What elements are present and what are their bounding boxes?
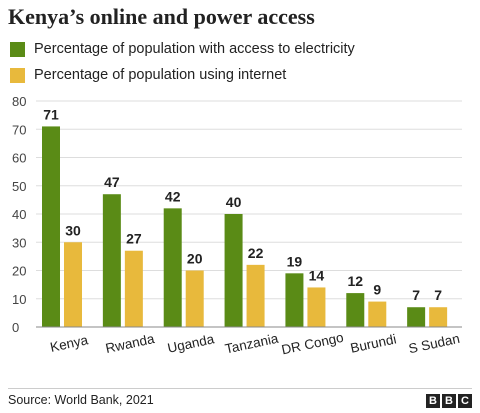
data-label: 47 bbox=[104, 174, 120, 190]
chart-title: Kenya’s online and power access bbox=[8, 4, 315, 29]
data-label: 14 bbox=[309, 267, 325, 283]
data-label: 27 bbox=[126, 231, 142, 247]
data-label: 40 bbox=[226, 194, 242, 210]
bar-electricity bbox=[102, 194, 121, 327]
x-tick-label: Rwanda bbox=[104, 331, 156, 356]
legend-item-internet: Percentage of population using internet bbox=[10, 66, 286, 84]
bar-electricity bbox=[163, 208, 182, 327]
bar-electricity bbox=[346, 293, 365, 327]
bbc-logo-letter: B bbox=[442, 394, 456, 408]
y-tick-label: 10 bbox=[12, 292, 26, 307]
bar-internet bbox=[64, 242, 82, 327]
bbc-logo-letter: C bbox=[458, 394, 472, 408]
bar-internet bbox=[246, 264, 265, 327]
x-tick-label: Kenya bbox=[49, 332, 90, 355]
data-label: 7 bbox=[434, 287, 442, 303]
bar-internet bbox=[185, 270, 204, 327]
y-tick-label: 80 bbox=[12, 94, 26, 109]
bar-chart: 0 10 20 30 40 50 60 70 80 71 30 Kenya 47 27 Rwanda 42 20… bbox=[12, 94, 462, 358]
bar-internet bbox=[124, 250, 143, 327]
y-tick-label: 70 bbox=[12, 122, 26, 137]
footer-divider bbox=[8, 388, 472, 389]
y-tick-label: 40 bbox=[12, 207, 26, 222]
data-label: 30 bbox=[65, 222, 81, 238]
legend-label-internet: Percentage of population using internet bbox=[34, 67, 287, 83]
data-label: 7 bbox=[412, 287, 420, 303]
y-tick-label: 50 bbox=[12, 179, 26, 194]
legend-swatch-internet bbox=[10, 67, 25, 83]
legend-swatch-electricity bbox=[10, 41, 25, 57]
data-label: 71 bbox=[43, 106, 59, 122]
data-label: 19 bbox=[287, 253, 303, 269]
legend-item-electricity: Percentage of population with access to … bbox=[10, 40, 355, 58]
bar-electricity bbox=[407, 307, 426, 327]
y-tick-label: 30 bbox=[12, 235, 26, 250]
bar-electricity bbox=[285, 273, 304, 327]
source-note: Source: World Bank, 2021 bbox=[8, 393, 154, 407]
data-label: 12 bbox=[347, 273, 363, 289]
y-tick-label: 60 bbox=[12, 151, 26, 166]
bar-electricity bbox=[42, 126, 60, 327]
x-tick-label: S Sudan bbox=[407, 331, 461, 356]
bar-internet bbox=[307, 287, 326, 327]
bbc-logo: B B C bbox=[426, 394, 472, 408]
legend-label-electricity: Percentage of population with access to … bbox=[34, 41, 355, 57]
bar-internet bbox=[429, 307, 448, 327]
data-label: 20 bbox=[187, 251, 203, 267]
x-tick-label: Uganda bbox=[166, 331, 216, 356]
data-label: 9 bbox=[373, 282, 381, 298]
x-tick-label: Burundi bbox=[349, 331, 398, 355]
bar-electricity bbox=[224, 214, 243, 327]
y-tick-label: 20 bbox=[12, 264, 26, 279]
y-tick-label: 0 bbox=[12, 320, 19, 335]
x-tick-label: DR Congo bbox=[280, 330, 345, 358]
x-tick-label: Tanzania bbox=[224, 331, 280, 357]
bar-internet bbox=[368, 301, 387, 327]
bbc-logo-letter: B bbox=[426, 394, 440, 408]
data-label: 42 bbox=[165, 188, 181, 204]
data-label: 22 bbox=[248, 245, 264, 261]
